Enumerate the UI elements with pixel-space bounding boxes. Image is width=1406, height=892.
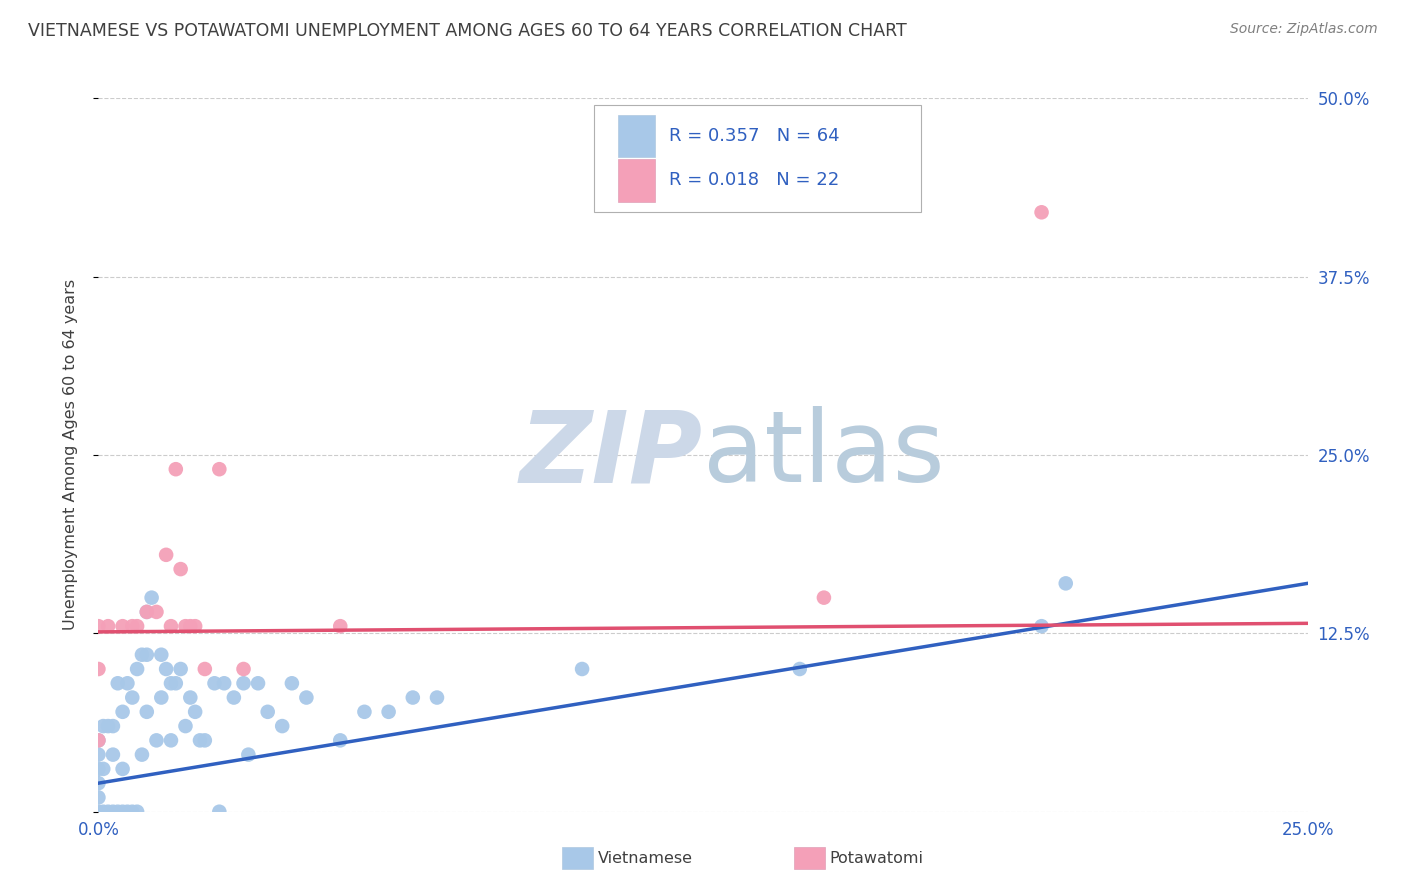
Point <box>232 676 254 690</box>
Point <box>127 662 149 676</box>
Point <box>150 648 173 662</box>
Point <box>117 805 139 819</box>
Point <box>1031 619 1053 633</box>
Point <box>208 805 231 819</box>
Point <box>135 648 157 662</box>
Point <box>160 676 183 690</box>
Point <box>295 690 318 705</box>
Bar <box>619 114 655 157</box>
Point <box>353 705 375 719</box>
Point <box>208 462 231 476</box>
Text: atlas: atlas <box>703 407 945 503</box>
Point <box>87 776 110 790</box>
Point <box>377 705 399 719</box>
Point <box>87 733 110 747</box>
Point <box>121 619 143 633</box>
Point <box>135 605 157 619</box>
Point <box>222 690 245 705</box>
Point <box>87 747 110 762</box>
Point <box>91 805 114 819</box>
Point <box>97 719 120 733</box>
Point <box>131 747 153 762</box>
Point <box>135 705 157 719</box>
Text: ZIP: ZIP <box>520 407 703 503</box>
Point <box>329 619 352 633</box>
Point <box>402 690 425 705</box>
Point <box>127 805 149 819</box>
Point <box>212 676 235 690</box>
Point <box>117 676 139 690</box>
Text: VIETNAMESE VS POTAWATOMI UNEMPLOYMENT AMONG AGES 60 TO 64 YEARS CORRELATION CHAR: VIETNAMESE VS POTAWATOMI UNEMPLOYMENT AM… <box>28 22 907 40</box>
Point <box>256 705 278 719</box>
FancyBboxPatch shape <box>595 105 921 212</box>
Y-axis label: Unemployment Among Ages 60 to 64 years: Unemployment Among Ages 60 to 64 years <box>63 279 77 631</box>
Point <box>135 605 157 619</box>
Point <box>169 562 191 576</box>
Bar <box>619 159 655 202</box>
Point <box>150 690 173 705</box>
Point <box>87 662 110 676</box>
Point <box>87 790 110 805</box>
Point <box>111 705 134 719</box>
Point <box>145 733 167 747</box>
Text: R = 0.018   N = 22: R = 0.018 N = 22 <box>669 171 839 189</box>
Point <box>179 619 201 633</box>
Point <box>121 690 143 705</box>
Point <box>184 619 207 633</box>
Text: Vietnamese: Vietnamese <box>598 851 693 865</box>
Point <box>87 762 110 776</box>
Point <box>97 619 120 633</box>
Point <box>101 747 124 762</box>
Point <box>1054 576 1077 591</box>
Point <box>141 591 163 605</box>
Point <box>91 719 114 733</box>
Point <box>87 805 110 819</box>
Point <box>101 719 124 733</box>
Text: Source: ZipAtlas.com: Source: ZipAtlas.com <box>1230 22 1378 37</box>
Point <box>174 619 197 633</box>
Point <box>271 719 294 733</box>
Point <box>111 805 134 819</box>
Point <box>165 462 187 476</box>
Point <box>571 662 593 676</box>
Point <box>155 548 177 562</box>
Point <box>238 747 260 762</box>
Point <box>160 619 183 633</box>
Point <box>232 662 254 676</box>
Point <box>204 676 226 690</box>
Point <box>174 719 197 733</box>
Point <box>281 676 304 690</box>
Point <box>107 805 129 819</box>
Point <box>813 591 835 605</box>
Point <box>155 662 177 676</box>
Point <box>131 648 153 662</box>
Point <box>145 605 167 619</box>
Point <box>160 733 183 747</box>
Point <box>101 805 124 819</box>
Point <box>1031 205 1053 219</box>
Point <box>111 619 134 633</box>
Point <box>127 619 149 633</box>
Point <box>121 805 143 819</box>
Point <box>91 762 114 776</box>
Point <box>111 762 134 776</box>
Point <box>165 676 187 690</box>
Point <box>97 805 120 819</box>
Point <box>247 676 270 690</box>
Point <box>194 662 217 676</box>
Point <box>184 705 207 719</box>
Text: Potawatomi: Potawatomi <box>830 851 924 865</box>
Point <box>426 690 449 705</box>
Point <box>179 690 201 705</box>
Point <box>107 676 129 690</box>
Text: R = 0.357   N = 64: R = 0.357 N = 64 <box>669 127 839 145</box>
Point <box>789 662 811 676</box>
Point <box>329 733 352 747</box>
Point <box>87 619 110 633</box>
Point <box>194 733 217 747</box>
Point <box>87 733 110 747</box>
Point <box>188 733 211 747</box>
Point <box>169 662 191 676</box>
